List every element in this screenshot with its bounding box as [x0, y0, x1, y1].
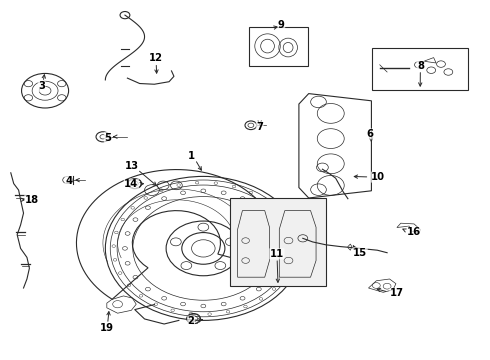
Text: 3: 3	[38, 81, 45, 91]
Text: 8: 8	[417, 60, 424, 71]
Text: 4: 4	[65, 176, 72, 186]
Text: 14: 14	[124, 179, 139, 189]
Text: 2: 2	[188, 316, 195, 326]
Text: 18: 18	[25, 195, 39, 205]
Bar	[230, 198, 326, 286]
Text: 1: 1	[188, 150, 195, 161]
Text: 15: 15	[353, 248, 367, 258]
Text: 7: 7	[256, 122, 263, 132]
Text: 12: 12	[149, 53, 163, 63]
Text: 10: 10	[371, 172, 385, 182]
Bar	[249, 27, 308, 66]
Text: 6: 6	[367, 129, 373, 139]
Text: 5: 5	[104, 132, 111, 143]
Text: 11: 11	[270, 249, 284, 259]
Text: 19: 19	[100, 323, 114, 333]
Bar	[230, 198, 326, 286]
Text: 13: 13	[124, 161, 138, 171]
Text: 16: 16	[407, 227, 421, 237]
Bar	[372, 48, 468, 90]
Text: 9: 9	[278, 20, 285, 30]
Text: 17: 17	[390, 288, 404, 298]
